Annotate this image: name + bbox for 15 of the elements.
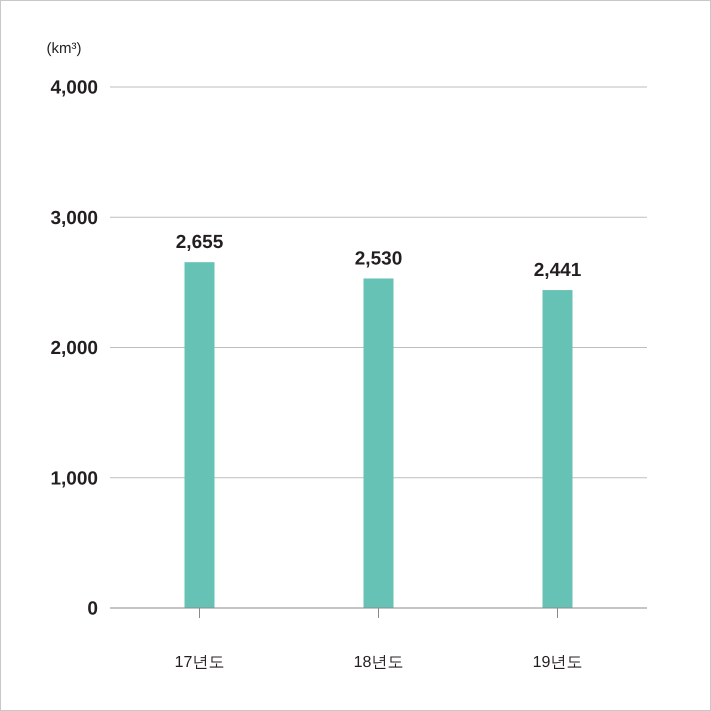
data-label: 2,530 — [354, 248, 402, 270]
y-tick-label: 3,000 — [50, 208, 98, 229]
bar — [364, 278, 394, 608]
y-tick-label: 0 — [87, 598, 98, 620]
y-tick-label: 2,000 — [50, 338, 98, 360]
y-tick-label: 1,000 — [50, 468, 98, 490]
bar — [542, 290, 572, 608]
y-axis-title: (km³) — [46, 40, 82, 57]
x-tick-label: 19년도 — [532, 654, 582, 671]
bar — [184, 262, 214, 608]
data-label: 2,441 — [534, 260, 582, 282]
data-label: 2,655 — [176, 232, 224, 254]
y-tick-label: 4,000 — [50, 78, 98, 99]
x-tick-label: 18년도 — [354, 654, 404, 671]
x-tick-label: 17년도 — [174, 654, 224, 671]
